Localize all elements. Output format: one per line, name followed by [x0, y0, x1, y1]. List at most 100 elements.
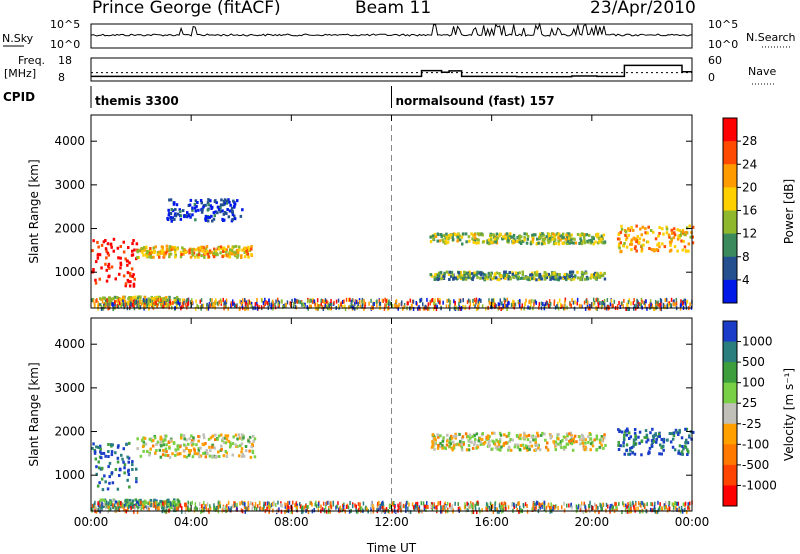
velocity-cell	[605, 502, 608, 507]
velocity-cell	[656, 435, 660, 439]
power-cell	[548, 234, 551, 238]
power-cell	[119, 266, 122, 270]
power-cell	[103, 305, 105, 310]
power-cell	[647, 225, 650, 229]
velocity-cell	[124, 501, 128, 505]
power-cell	[554, 277, 557, 281]
velocity-cell	[139, 454, 143, 458]
power-cell	[511, 235, 514, 239]
velocity-cell	[175, 503, 177, 508]
velocity-cell	[108, 461, 112, 465]
velocity-cell	[476, 445, 480, 449]
power-cell	[669, 241, 672, 245]
power-cell	[554, 242, 558, 245]
power-cell	[123, 305, 125, 310]
power-cell	[208, 302, 211, 307]
power-cell	[566, 240, 570, 243]
power-cell	[683, 298, 685, 303]
power-cell	[117, 298, 120, 303]
power-cell	[640, 244, 644, 248]
velocity-cell	[191, 439, 194, 443]
velocity-cell	[122, 460, 125, 464]
velocity-cell	[647, 452, 650, 456]
power-cell	[479, 273, 483, 277]
power-cell	[320, 298, 322, 303]
power-cell	[195, 204, 198, 208]
power-cell	[107, 298, 110, 303]
power-cell	[627, 307, 629, 311]
velocity-cell	[526, 504, 528, 508]
power-cell	[592, 237, 595, 241]
velocity-cell	[307, 510, 310, 515]
power-cell	[127, 246, 130, 249]
power-cell	[540, 277, 544, 281]
power-cell	[191, 252, 194, 255]
power-cell	[241, 208, 244, 212]
power-cell	[567, 275, 570, 279]
power-cell	[481, 233, 484, 237]
power-cell	[643, 300, 646, 305]
power-cell	[119, 256, 122, 260]
power-cell	[124, 284, 127, 288]
velocity-cell	[150, 439, 154, 443]
velocity-cell	[583, 448, 587, 452]
velocity-cell	[133, 509, 135, 514]
velocity-cell	[632, 438, 636, 442]
power-cell	[137, 302, 140, 307]
power-cell	[364, 304, 366, 309]
velocity-cell	[530, 435, 534, 439]
power-cell	[296, 299, 299, 304]
velocity-cell	[451, 440, 455, 444]
power-cell	[206, 208, 210, 212]
power-cell	[173, 297, 176, 301]
power-cell	[509, 232, 512, 236]
velocity-cell	[685, 427, 689, 431]
velocity-cell	[121, 457, 124, 461]
velocity-cell	[321, 507, 324, 512]
power-cell	[112, 249, 115, 253]
power-cell	[160, 251, 164, 255]
power-cell	[170, 247, 174, 251]
velocity-cell	[631, 451, 634, 455]
velocity-colorbar-swatch	[723, 341, 737, 363]
power-cell	[594, 271, 597, 275]
power-cell	[635, 224, 638, 228]
power-cell	[456, 239, 459, 243]
velocity-cell	[460, 448, 464, 452]
power-cell	[661, 227, 664, 231]
velocity-cell	[111, 443, 114, 447]
velocity-cell	[172, 501, 175, 505]
velocity-cell	[112, 499, 115, 503]
velocity-cell	[123, 471, 126, 475]
velocity-cell	[248, 449, 251, 453]
velocity-cell	[622, 444, 625, 448]
power-cell	[535, 270, 539, 274]
velocity-cell	[504, 504, 507, 509]
velocity-cell	[251, 442, 254, 446]
velocity-cell	[640, 501, 642, 506]
power-cell	[471, 233, 475, 237]
velocity-cell	[301, 510, 303, 515]
power-cell	[504, 298, 507, 303]
power-cell	[448, 304, 450, 309]
velocity-xtick-label: 12:00	[374, 515, 409, 529]
power-cell	[153, 301, 155, 306]
velocity-cell	[460, 445, 464, 449]
power-cell	[466, 300, 469, 305]
power-cell	[412, 299, 415, 304]
velocity-cell	[325, 501, 327, 506]
power-cell	[134, 295, 137, 299]
velocity-cell	[504, 502, 507, 507]
velocity-cell	[491, 447, 494, 451]
power-cell	[97, 252, 100, 256]
power-cell	[395, 304, 397, 309]
power-cell	[228, 248, 232, 252]
power-cell	[116, 246, 120, 250]
velocity-cell	[627, 509, 629, 514]
velocity-cell	[616, 504, 618, 509]
velocity-cell	[502, 503, 504, 508]
power-cell	[122, 240, 125, 244]
velocity-cell	[538, 448, 542, 452]
power-cell	[488, 298, 490, 303]
power-cell	[531, 238, 535, 242]
